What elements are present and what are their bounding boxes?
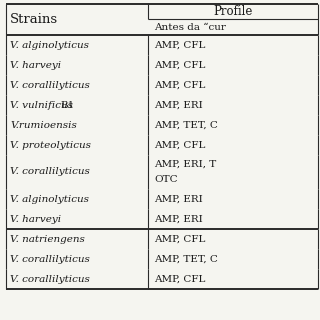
Text: AMP, ERI, T: AMP, ERI, T bbox=[154, 160, 216, 169]
Text: AMP, CFL: AMP, CFL bbox=[154, 235, 205, 244]
Text: AMP, ERI: AMP, ERI bbox=[154, 214, 203, 223]
Text: B1: B1 bbox=[60, 100, 74, 109]
Text: V. alginolyticus: V. alginolyticus bbox=[10, 41, 89, 50]
Text: AMP, TET, C: AMP, TET, C bbox=[154, 254, 218, 263]
Text: V. harveyi: V. harveyi bbox=[10, 214, 61, 223]
Text: AMP, CFL: AMP, CFL bbox=[154, 41, 205, 50]
Text: Antes da “cur: Antes da “cur bbox=[154, 22, 226, 31]
Text: V. alginolyticus: V. alginolyticus bbox=[10, 195, 89, 204]
Text: V. vulnificus: V. vulnificus bbox=[10, 100, 76, 109]
Text: V. corallilyticus: V. corallilyticus bbox=[10, 275, 90, 284]
Text: V.rumioensis: V.rumioensis bbox=[10, 121, 77, 130]
Text: Profile: Profile bbox=[213, 5, 253, 18]
Text: V. harveyi: V. harveyi bbox=[10, 60, 61, 69]
Text: AMP, CFL: AMP, CFL bbox=[154, 140, 205, 149]
Text: AMP, ERI: AMP, ERI bbox=[154, 100, 203, 109]
Text: AMP, CFL: AMP, CFL bbox=[154, 60, 205, 69]
Text: AMP, CFL: AMP, CFL bbox=[154, 81, 205, 90]
Text: V. proteolyticus: V. proteolyticus bbox=[10, 140, 91, 149]
Text: V. corallilyticus: V. corallilyticus bbox=[10, 254, 90, 263]
Text: OTC: OTC bbox=[154, 175, 178, 184]
Text: AMP, CFL: AMP, CFL bbox=[154, 275, 205, 284]
Text: V. corallilyticus: V. corallilyticus bbox=[10, 167, 90, 177]
Text: Strains: Strains bbox=[10, 13, 58, 26]
Text: V. corallilyticus: V. corallilyticus bbox=[10, 81, 90, 90]
Text: AMP, ERI: AMP, ERI bbox=[154, 195, 203, 204]
Text: V. natriengens: V. natriengens bbox=[10, 235, 85, 244]
Text: AMP, TET, C: AMP, TET, C bbox=[154, 121, 218, 130]
